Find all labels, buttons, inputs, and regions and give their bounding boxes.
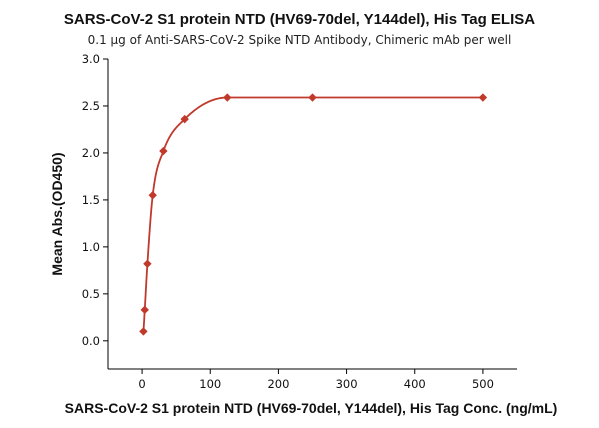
chart-subtitle: 0.1 μg of Anti-SARS-CoV-2 Spike NTD Anti… — [88, 33, 512, 47]
data-point — [223, 93, 232, 102]
data-point — [143, 259, 152, 268]
chart-title: SARS-CoV-2 S1 protein NTD (HV69-70del, Y… — [64, 11, 535, 28]
x-tick-label: 500 — [472, 377, 494, 391]
data-point — [148, 191, 157, 200]
data-point — [139, 327, 148, 336]
fit-curve — [142, 96, 483, 332]
y-tick-label: 2.0 — [82, 146, 100, 160]
x-axis-ticks: 0 100 200 300 400 500 — [138, 369, 494, 391]
y-tick-label: 1.0 — [82, 240, 100, 254]
y-axis-label: Mean Abs.(OD450) — [49, 152, 65, 275]
data-point — [478, 93, 488, 102]
x-axis-label: SARS-CoV-2 S1 protein NTD (HV69-70del, Y… — [65, 400, 558, 416]
data-point — [140, 305, 149, 315]
y-tick-label: 3.0 — [82, 52, 100, 66]
y-tick-label: 2.5 — [82, 99, 100, 113]
x-tick-label: 400 — [404, 377, 426, 391]
data-points — [139, 93, 488, 336]
y-tick-label: 1.5 — [82, 193, 100, 207]
data-point — [159, 146, 168, 156]
y-axis-ticks: 0.0 0.5 1.0 1.5 2.0 2.5 3.0 — [82, 52, 108, 348]
x-tick-label: 0 — [138, 377, 145, 391]
x-tick-label: 300 — [336, 377, 358, 391]
data-point — [180, 114, 189, 124]
data-point — [308, 93, 317, 102]
y-tick-label: 0.0 — [82, 334, 100, 348]
y-tick-label: 0.5 — [82, 287, 100, 301]
x-tick-label: 200 — [267, 377, 289, 391]
x-tick-label: 100 — [199, 377, 221, 391]
